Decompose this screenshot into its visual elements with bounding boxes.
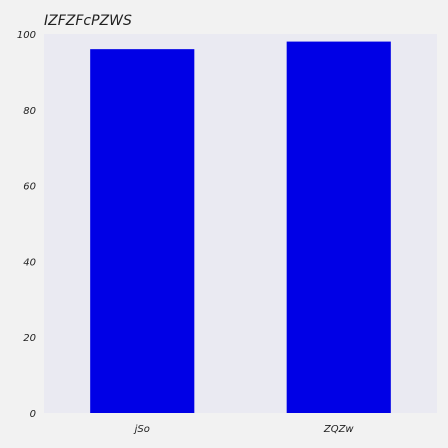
bar-jso	[90, 49, 195, 413]
bars	[90, 41, 391, 414]
y-axis-ticks: 0 20 40 60 80 100	[17, 30, 36, 420]
chart-title: IZFZFcPZWS	[44, 13, 132, 29]
y-tick-label: 0	[30, 409, 36, 420]
y-tick-label: 40	[23, 257, 36, 268]
y-tick-label: 20	[23, 333, 36, 344]
y-tick-label: 60	[23, 182, 36, 193]
bar-zqzw	[286, 41, 391, 414]
x-axis-ticks: jSo ZQZw	[133, 424, 355, 435]
x-tick-label: ZQZw	[323, 424, 355, 435]
y-tick-label: 100	[17, 30, 36, 41]
y-tick-label: 80	[23, 106, 36, 117]
x-tick-label: jSo	[133, 424, 150, 435]
